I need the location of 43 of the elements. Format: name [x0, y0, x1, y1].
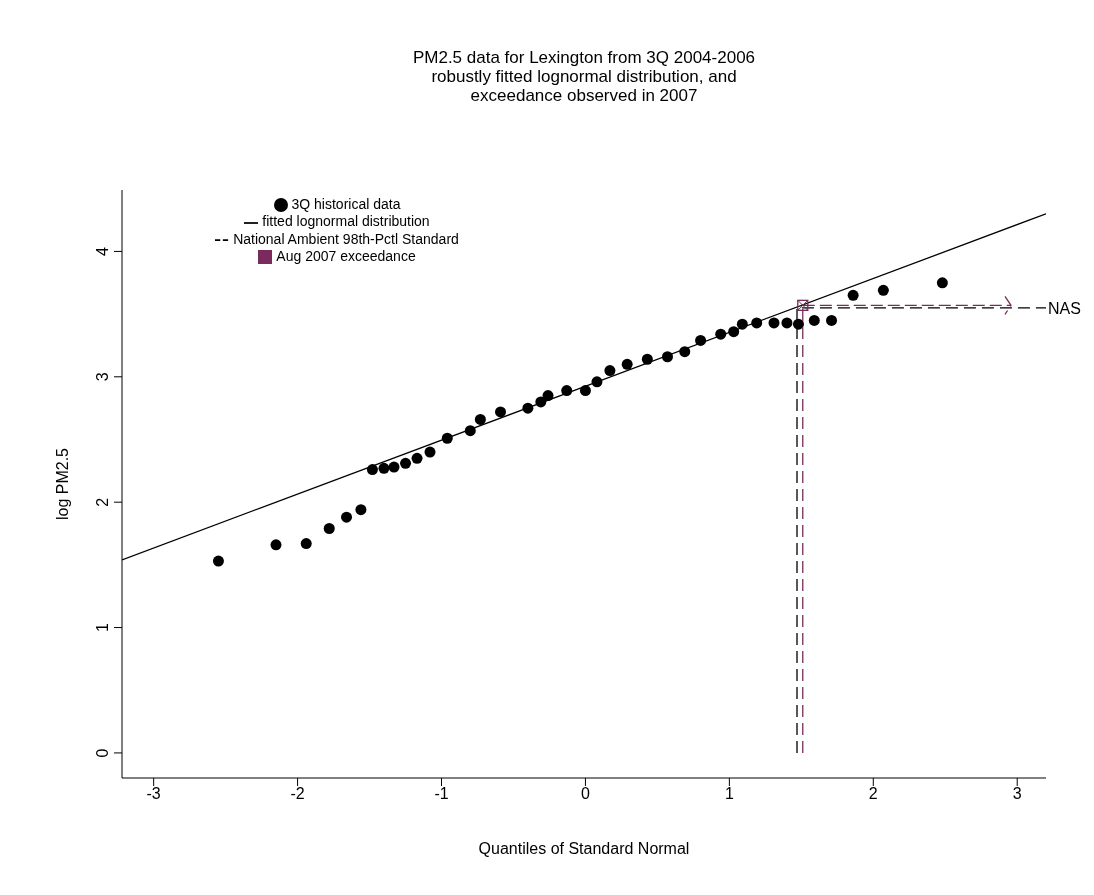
point: [300, 538, 312, 550]
x-tick-label: -1: [434, 785, 449, 803]
x-tick-label: 0: [580, 785, 590, 803]
point: [579, 385, 591, 397]
point: [474, 413, 486, 425]
point: [604, 365, 616, 377]
y-tick-label: 4: [94, 246, 111, 256]
x-axis-title: Quantiles of Standard Normal: [478, 840, 690, 857]
point: [826, 314, 838, 326]
point: [388, 461, 400, 473]
point: [212, 555, 224, 567]
x-tick-label: 2: [868, 785, 878, 803]
x-tick-label: 1: [724, 785, 734, 803]
point: [847, 289, 859, 301]
point: [936, 277, 948, 289]
legend-label: 3Q historical data: [291, 196, 401, 212]
chart-title: PM2.5 data for Lexington from 3Q 2004-2006 robustly fitted lognormal distribution, and exceedance observed in 2007: [411, 48, 757, 105]
legend-label: National Ambient 98th-Pctl Standard: [233, 230, 459, 247]
x-tick-label: -2: [290, 785, 305, 803]
y-tick-label: 1: [94, 623, 111, 633]
point: [411, 452, 423, 464]
point: [768, 317, 780, 329]
annotation: NAS: [1048, 299, 1081, 317]
legend-label: Aug 2007 exceedance: [276, 247, 416, 264]
point: [355, 504, 367, 516]
y-tick-label: 2: [94, 497, 111, 507]
y-tick-label: 0: [94, 748, 111, 758]
point: [621, 358, 633, 370]
point: [495, 406, 507, 418]
point: [781, 317, 793, 329]
point: [323, 523, 335, 535]
y-axis-title: log PM2.5: [53, 447, 71, 521]
point: [378, 462, 390, 474]
point: [808, 314, 820, 326]
x-tick-label: 3: [1012, 785, 1022, 803]
point: [400, 457, 412, 469]
y-tick-label: 3: [94, 372, 111, 382]
legend-label: fitted lognormal distribution: [262, 213, 430, 230]
x-tick-label: -3: [146, 785, 161, 803]
point: [341, 511, 353, 523]
point: [424, 446, 436, 458]
point: [877, 284, 889, 296]
point: [270, 539, 282, 551]
